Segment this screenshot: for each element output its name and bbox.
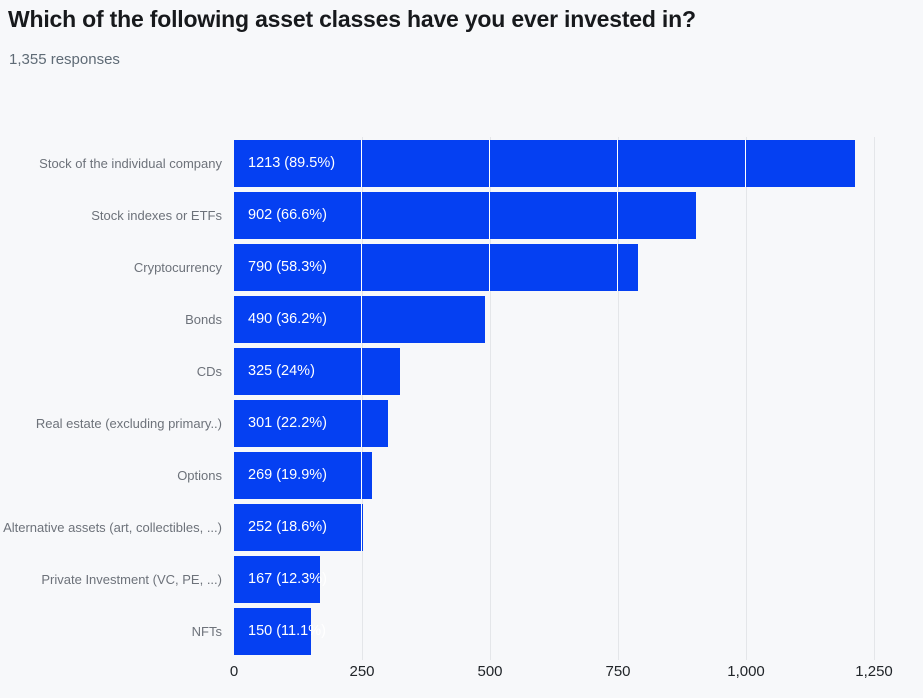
category-label: Stock indexes or ETFs (91, 208, 222, 223)
x-axis-tick-label: 0 (229, 663, 239, 680)
bar: 150 (11.1%) (234, 608, 326, 655)
bar: 167 (12.3%) (234, 556, 327, 603)
bar-value-label: 150 (11.1%) (248, 623, 326, 639)
bar-value-label: 490 (36.2%) (248, 311, 327, 327)
category-label: Private Investment (VC, PE, ...) (41, 572, 222, 587)
bar: 301 (22.2%) (234, 400, 389, 447)
response-count: 1,355 responses (9, 51, 120, 68)
bar-value-label: 252 (18.6%) (248, 519, 327, 535)
bar: 1213 (89.5%) (234, 140, 856, 187)
gridline (874, 137, 875, 660)
category-label: Stock of the individual company (39, 156, 222, 171)
bar: 902 (66.6%) (234, 192, 696, 239)
category-label: NFTs (191, 624, 222, 639)
gridline (618, 137, 619, 660)
gridline (490, 137, 491, 660)
bar: 252 (18.6%) (234, 504, 364, 551)
bar-value-label: 325 (24%) (248, 363, 315, 379)
bar: 490 (36.2%) (234, 296, 485, 343)
gridline (362, 137, 363, 660)
category-label: Alternative assets (art, collectibles, .… (3, 520, 222, 535)
category-label: CDs (196, 364, 222, 379)
x-axis-tick-label: 500 (477, 663, 503, 680)
bar-value-label: 167 (12.3%) (248, 571, 327, 587)
x-axis-tick-label: 750 (605, 663, 631, 680)
bar-value-label: 301 (22.2%) (248, 415, 327, 431)
bar: 325 (24%) (234, 348, 401, 395)
bar: 269 (19.9%) (234, 452, 372, 499)
bar-value-label: 902 (66.6%) (248, 207, 327, 223)
gridline (746, 137, 747, 660)
category-label: Options (177, 468, 222, 483)
chart-title: Which of the following asset classes hav… (8, 6, 696, 32)
x-axis-tick-label: 1,250 (855, 663, 893, 680)
category-label: Real estate (excluding primary..) (35, 416, 222, 431)
bar-value-label: 790 (58.3%) (248, 259, 327, 275)
category-label: Cryptocurrency (133, 260, 222, 275)
x-axis-tick-label: 250 (349, 663, 375, 680)
bar-value-label: 1213 (89.5%) (248, 155, 336, 171)
category-label: Bonds (185, 312, 222, 327)
bar: 790 (58.3%) (234, 244, 639, 291)
bar-value-label: 269 (19.9%) (248, 467, 327, 483)
x-axis-tick-label: 1,000 (727, 663, 765, 680)
